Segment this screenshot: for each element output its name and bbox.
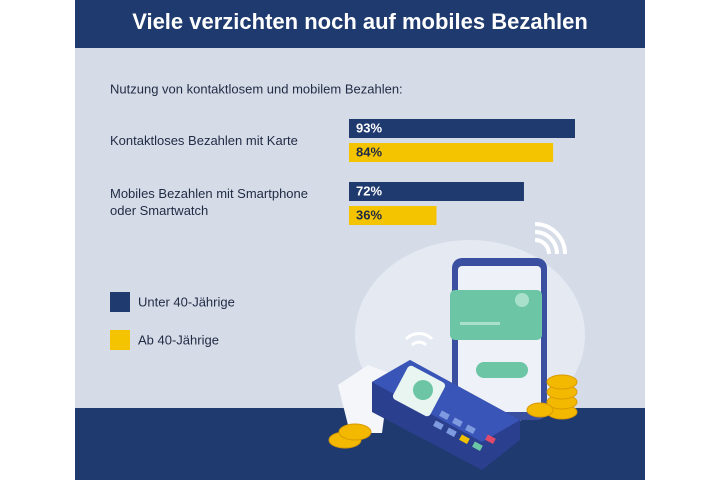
- key: [465, 424, 476, 434]
- coin: [526, 402, 554, 418]
- chart-title: Viele verzichten noch auf mobiles Bezahl…: [132, 9, 588, 34]
- bar: [349, 119, 575, 138]
- illustration: [328, 222, 585, 470]
- bar: [349, 206, 437, 225]
- value-label: 36%: [356, 207, 382, 222]
- legend-label: Ab 40-Jährige: [138, 332, 219, 347]
- card-line: [460, 322, 500, 325]
- key: [433, 420, 444, 430]
- key: [472, 441, 483, 451]
- key: [446, 427, 457, 437]
- key: [452, 417, 463, 427]
- bar: [349, 182, 524, 201]
- keypad: [433, 410, 496, 451]
- pin-field: [476, 362, 528, 378]
- key: [459, 434, 470, 444]
- legend-swatch: [110, 292, 130, 312]
- category-label: Mobiles Bezahlen mit Smartphone oder Sma…: [110, 186, 308, 218]
- key: [485, 434, 496, 444]
- value-label: 84%: [356, 144, 382, 159]
- legend-label: Unter 40-Jährige: [138, 294, 235, 309]
- key: [439, 410, 450, 420]
- check-icon: [413, 380, 433, 400]
- value-label: 93%: [356, 120, 382, 135]
- wifi-icon: [404, 332, 434, 347]
- wifi-icon: [534, 222, 567, 255]
- bar: [349, 143, 554, 162]
- title-banner: [75, 0, 645, 48]
- coins: [328, 374, 578, 449]
- coin: [546, 374, 578, 390]
- category-label: Kontaktloses Bezahlen mit Karte: [110, 133, 298, 148]
- subtitle: Nutzung von kontaktlosem und mobilem Bez…: [110, 81, 403, 96]
- legend-swatch: [110, 330, 130, 350]
- card-chip: [515, 293, 529, 307]
- coin: [338, 423, 372, 441]
- value-label: 72%: [356, 183, 382, 198]
